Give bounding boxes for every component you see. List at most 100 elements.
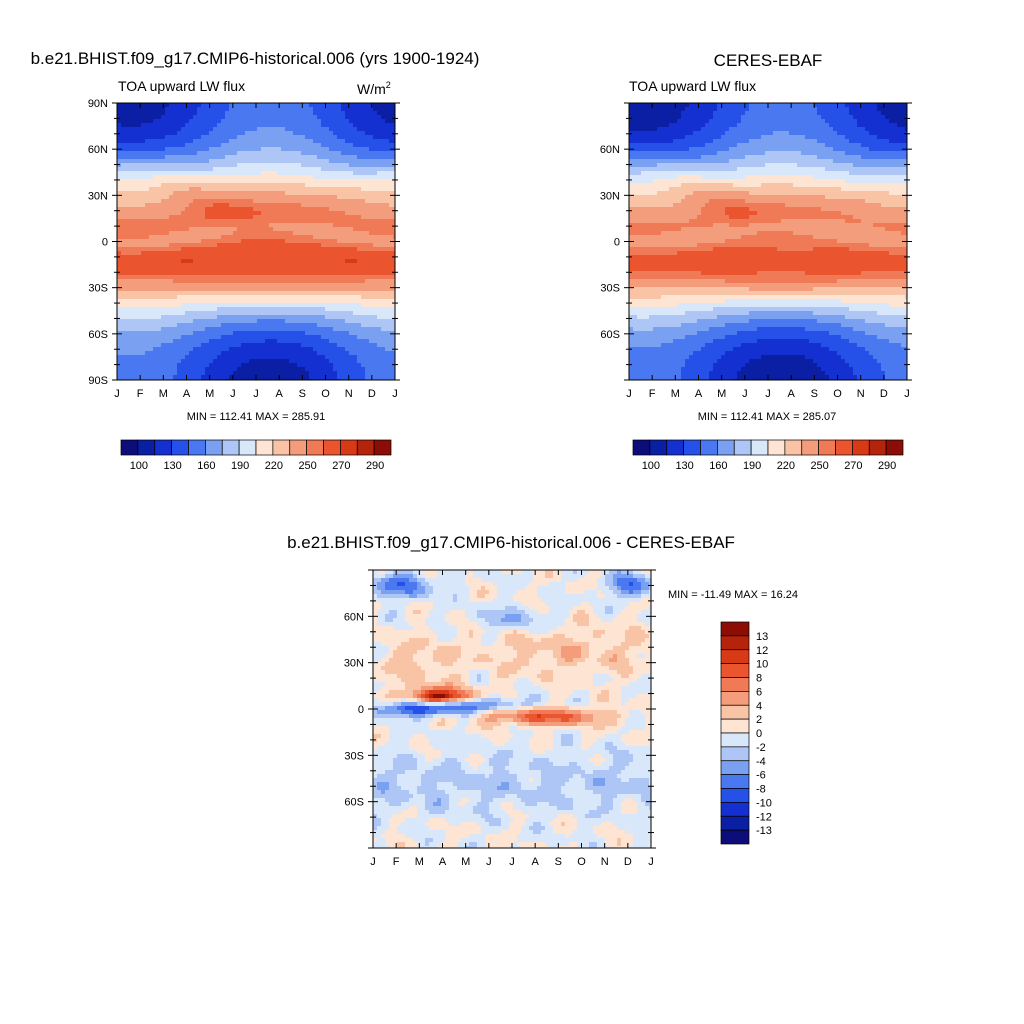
contour-cell xyxy=(381,103,386,108)
contour-cell xyxy=(129,315,134,320)
contour-cell xyxy=(209,171,214,176)
contour-cell xyxy=(281,371,286,376)
contour-cell xyxy=(209,207,214,212)
contour-cell xyxy=(221,119,226,124)
contour-cell xyxy=(301,347,306,352)
contour-cell xyxy=(321,239,326,244)
contour-cell xyxy=(333,287,338,292)
contour-cell xyxy=(233,215,238,220)
contour-cell xyxy=(305,363,310,368)
contour-cell xyxy=(225,291,230,296)
contour-cell xyxy=(153,263,158,268)
contour-cell xyxy=(141,175,146,180)
contour-cell xyxy=(261,299,266,304)
contour-cell xyxy=(181,279,186,284)
contour-cell xyxy=(121,215,126,220)
contour-cell xyxy=(261,351,266,356)
contour-cell xyxy=(377,215,382,220)
contour-cell xyxy=(133,123,138,128)
contour-cell xyxy=(129,107,134,112)
contour-cell xyxy=(177,235,182,240)
contour-cell xyxy=(161,239,166,244)
contour-cell xyxy=(137,335,142,340)
contour-cell xyxy=(317,315,322,320)
contour-cell xyxy=(361,351,366,356)
contour-cell xyxy=(321,319,326,324)
contour-cell xyxy=(117,199,122,204)
contour-cell xyxy=(197,195,202,200)
contour-cell xyxy=(209,371,214,376)
contour-cell xyxy=(341,127,346,132)
contour-cell xyxy=(245,255,250,260)
contour-cell xyxy=(245,179,250,184)
contour-cell xyxy=(341,335,346,340)
contour-cell xyxy=(269,247,274,252)
contour-cell xyxy=(253,199,258,204)
contour-cell xyxy=(325,135,330,140)
contour-cell xyxy=(321,227,326,232)
contour-cell xyxy=(237,367,242,372)
contour-cell xyxy=(321,235,326,240)
contour-cell xyxy=(289,371,294,376)
contour-cell xyxy=(245,143,250,148)
contour-cell xyxy=(157,191,162,196)
contour-cell xyxy=(301,371,306,376)
contour-cell xyxy=(177,195,182,200)
contour-cell xyxy=(297,283,302,288)
contour-cell xyxy=(393,227,396,232)
contour-cell xyxy=(293,311,298,316)
contour-cell xyxy=(149,371,154,376)
contour-cell xyxy=(233,183,238,188)
contour-cell xyxy=(117,283,122,288)
contour-cell xyxy=(273,335,278,340)
contour-cell xyxy=(201,167,206,172)
contour-cell xyxy=(129,191,134,196)
contour-cell xyxy=(277,347,282,352)
contour-cell xyxy=(117,371,122,376)
contour-cell xyxy=(265,143,270,148)
contour-cell xyxy=(233,239,238,244)
contour-cell xyxy=(257,339,262,344)
contour-cell xyxy=(277,107,282,112)
contour-cell xyxy=(193,315,198,320)
contour-cell xyxy=(333,263,338,268)
contour-cell xyxy=(121,163,126,168)
contour-cell xyxy=(133,111,138,116)
contour-cell xyxy=(201,263,206,268)
contour-cell xyxy=(321,339,326,344)
contour-cell xyxy=(117,167,122,172)
contour-cell xyxy=(313,223,318,228)
contour-cell xyxy=(129,271,134,276)
contour-cell xyxy=(365,315,370,320)
contour-cell xyxy=(281,231,286,236)
contour-cell xyxy=(333,115,338,120)
contour-cell xyxy=(333,107,338,112)
contour-cell xyxy=(153,271,158,276)
contour-cell xyxy=(353,283,358,288)
contour-cell xyxy=(157,167,162,172)
contour-cell xyxy=(117,311,122,316)
contour-cell xyxy=(177,115,182,120)
contour-cell xyxy=(129,135,134,140)
contour-cell xyxy=(293,251,298,256)
contour-cell xyxy=(129,307,134,312)
contour-cell xyxy=(133,163,138,168)
contour-cell xyxy=(229,323,234,328)
contour-cell xyxy=(345,103,350,108)
contour-cell xyxy=(341,111,346,116)
contour-cell xyxy=(197,139,202,144)
contour-cell xyxy=(333,259,338,264)
contour-cell xyxy=(385,203,390,208)
contour-cell xyxy=(345,227,350,232)
contour-cell xyxy=(245,227,250,232)
contour-cell xyxy=(385,327,390,332)
contour-cell xyxy=(141,307,146,312)
contour-cell xyxy=(177,279,182,284)
contour-cell xyxy=(261,207,266,212)
contour-cell xyxy=(353,271,358,276)
contour-cell xyxy=(181,375,186,380)
contour-cell xyxy=(297,191,302,196)
contour-cell xyxy=(333,351,338,356)
contour-cell xyxy=(269,111,274,116)
